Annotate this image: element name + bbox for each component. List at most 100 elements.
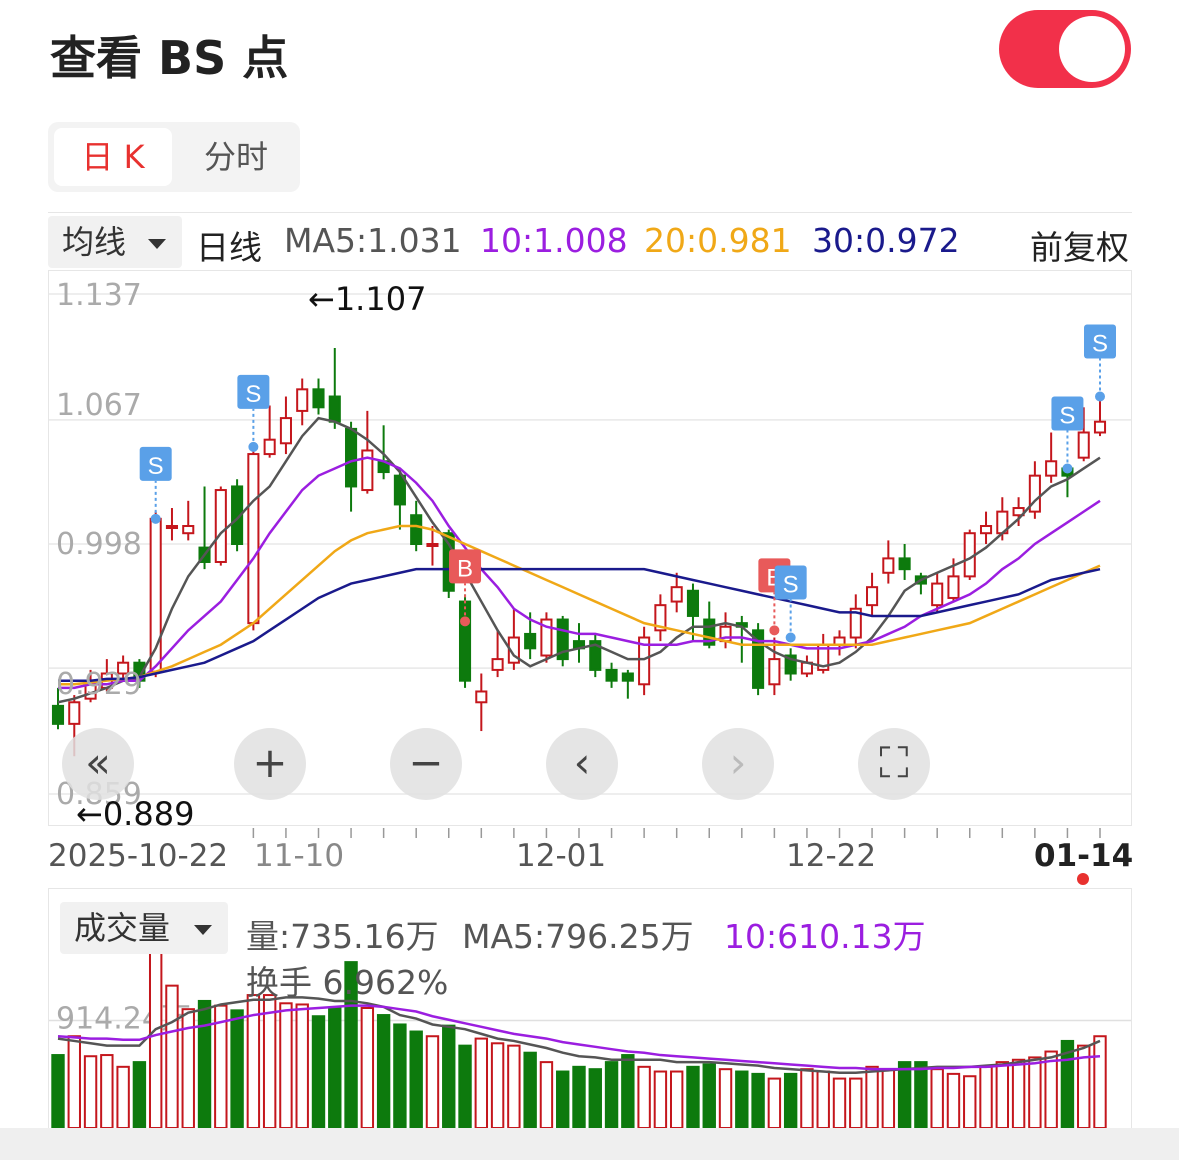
signal-badge xyxy=(1051,396,1084,431)
low-price-label: ←0.889 xyxy=(76,795,195,833)
volume-bar-up xyxy=(295,1003,309,1129)
volume-bar-down xyxy=(1060,1039,1075,1129)
y-tick-label: 1.067 xyxy=(56,388,142,423)
y-tick-label: 1.137 xyxy=(56,278,142,313)
ma-dropdown-label: 均线 xyxy=(62,223,127,261)
candle-up xyxy=(654,604,667,632)
volume-indicator-dropdown[interactable]: 成交量 xyxy=(60,902,228,954)
latest-date-marker xyxy=(1077,873,1089,885)
scroll-left-button[interactable]: ‹ xyxy=(546,728,618,800)
minus-icon: − xyxy=(408,738,444,787)
candle-up xyxy=(931,582,944,607)
signal-letter: S xyxy=(148,453,164,480)
volume-bar-down xyxy=(197,999,212,1129)
volume-bar-down xyxy=(686,1065,700,1129)
signal-letter: B xyxy=(457,555,473,582)
volume-chart-area[interactable] xyxy=(48,888,1132,1128)
candle-up xyxy=(882,557,895,574)
tab-intraday[interactable]: 分时 xyxy=(203,138,268,176)
candle-up xyxy=(491,658,504,671)
volume-bar-up xyxy=(1028,1056,1042,1129)
volume-bar-down xyxy=(783,1072,798,1129)
candle-down xyxy=(51,704,65,725)
ma-dropdown[interactable]: 均线 xyxy=(48,216,182,268)
candle-down xyxy=(410,514,423,545)
volume-value: 量:735.16万 xyxy=(246,917,439,956)
kline-chart-area[interactable] xyxy=(48,270,1132,826)
volume-bar-up xyxy=(865,1065,879,1129)
zoom-out-button[interactable]: − xyxy=(390,728,462,800)
zoom-in-button[interactable]: + xyxy=(234,728,306,800)
candle-down xyxy=(703,618,716,646)
candle-down xyxy=(328,395,341,423)
tab-daily-k[interactable]: 日 K xyxy=(54,128,172,186)
signal-badge xyxy=(449,549,482,584)
ma5-line xyxy=(57,416,1101,704)
turnover-rate: 换手 6.962% xyxy=(246,963,449,1002)
signal-dot xyxy=(1062,463,1073,474)
signal-dot xyxy=(785,632,796,643)
volume-bar-up xyxy=(490,1042,505,1129)
candle-up xyxy=(670,586,683,603)
volume-bar-down xyxy=(702,1063,716,1129)
candle-up xyxy=(214,489,227,563)
candle-up xyxy=(849,607,862,639)
x-axis-label: 11-10 xyxy=(254,838,345,874)
candle-up xyxy=(979,525,993,535)
ma30-line xyxy=(58,567,1101,682)
signal-dot xyxy=(769,625,780,636)
candle-down xyxy=(312,388,325,409)
ma20-value: 20:0.981 xyxy=(644,221,792,260)
signal-dot xyxy=(460,616,471,627)
scroll-to-start-button[interactable]: « xyxy=(62,728,134,800)
candle-up xyxy=(361,449,374,492)
chevron-right-icon: › xyxy=(729,738,747,787)
ma30-value: 30:0.972 xyxy=(812,221,960,260)
scroll-right-button[interactable]: › xyxy=(702,728,774,800)
period-tabs: 日 K 分时 xyxy=(48,122,300,192)
candle-down xyxy=(556,618,569,661)
signal-dot xyxy=(150,513,161,524)
page-title: 查看 BS 点 xyxy=(50,31,289,85)
signal-badge xyxy=(1084,324,1116,359)
volume-bar-up xyxy=(165,984,179,1129)
bs-points-toggle[interactable] xyxy=(999,10,1131,88)
candle-up xyxy=(279,417,292,445)
candle-up xyxy=(247,453,260,625)
candle-down xyxy=(524,632,537,650)
y-tick-label: 0.929 xyxy=(56,667,142,702)
ma10-value: 10:1.008 xyxy=(480,221,628,260)
volume-bar-down xyxy=(751,1072,765,1129)
high-price-label: ←1.107 xyxy=(308,280,427,318)
candle-down xyxy=(231,485,244,545)
adjust-mode-button[interactable]: 前复权 xyxy=(1030,228,1129,267)
ma20-line xyxy=(58,524,1101,686)
candle-down xyxy=(345,427,358,488)
volume-ma10-value: 10:610.13万 xyxy=(724,917,926,956)
fullscreen-button[interactable]: ⛶ xyxy=(858,728,930,800)
candle-up xyxy=(638,636,651,686)
volume-bar-up xyxy=(1011,1058,1026,1129)
volume-ma5-value: MA5:796.25万 xyxy=(462,917,694,956)
ma-indicator-bar: 均线 日线 MA5:1.031 10:1.008 20:0.981 30:0.9… xyxy=(48,212,1132,270)
toggle-knob xyxy=(1059,16,1125,82)
fullscreen-icon: ⛶ xyxy=(879,738,909,787)
candle-up xyxy=(866,586,879,607)
volume-dropdown-label: 成交量 xyxy=(74,909,171,947)
signal-letter: S xyxy=(1092,331,1108,358)
double-chevron-left-icon: « xyxy=(85,738,111,787)
signal-dot xyxy=(248,441,259,452)
signal-letter: S xyxy=(1059,402,1075,429)
candle-up xyxy=(768,658,781,686)
candle-up xyxy=(1045,460,1058,477)
chevron-left-icon: ‹ xyxy=(573,738,591,787)
volume-bar-down xyxy=(572,1065,586,1129)
x-axis-label: 2025-10-22 xyxy=(48,838,229,874)
candle-up xyxy=(540,618,553,657)
candle-up xyxy=(182,525,195,535)
volume-bar-up xyxy=(116,1065,130,1129)
candle-down xyxy=(752,629,765,689)
bottom-bar xyxy=(0,1128,1179,1160)
candle-down xyxy=(605,668,618,682)
